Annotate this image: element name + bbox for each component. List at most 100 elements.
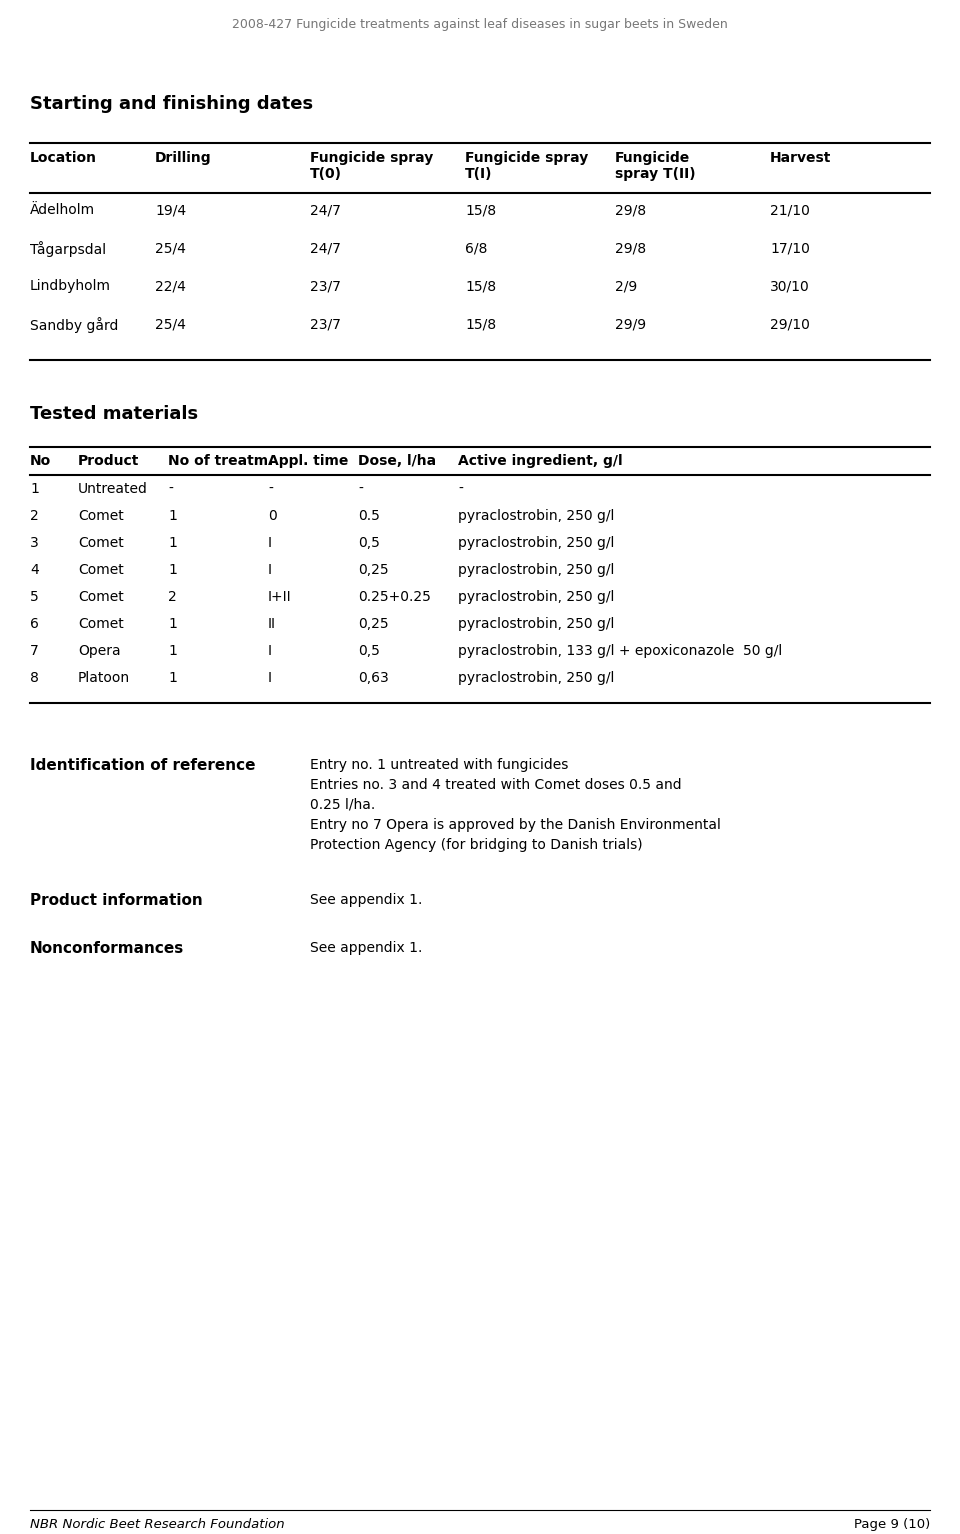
Text: 1: 1 (168, 535, 177, 551)
Text: 0: 0 (268, 509, 276, 523)
Text: 29/8: 29/8 (615, 202, 646, 216)
Text: I+II: I+II (268, 591, 292, 604)
Text: Tågarpsdal: Tågarpsdal (30, 241, 107, 258)
Text: Identification of reference: Identification of reference (30, 758, 255, 773)
Text: No: No (30, 454, 51, 468)
Text: pyraclostrobin, 250 g/l: pyraclostrobin, 250 g/l (458, 563, 614, 577)
Text: -: - (358, 482, 363, 495)
Text: 5: 5 (30, 591, 38, 604)
Text: Tested materials: Tested materials (30, 405, 198, 423)
Text: T(0): T(0) (310, 167, 342, 181)
Text: 15/8: 15/8 (465, 279, 496, 293)
Text: 25/4: 25/4 (155, 241, 186, 255)
Text: Fungicide spray: Fungicide spray (465, 150, 588, 166)
Text: 1: 1 (168, 563, 177, 577)
Text: 0,63: 0,63 (358, 670, 389, 686)
Text: Nonconformances: Nonconformances (30, 940, 184, 956)
Text: 15/8: 15/8 (465, 202, 496, 216)
Text: 17/10: 17/10 (770, 241, 810, 255)
Text: Ädelholm: Ädelholm (30, 202, 95, 216)
Text: See appendix 1.: See appendix 1. (310, 940, 422, 956)
Text: I: I (268, 563, 272, 577)
Text: 0,25: 0,25 (358, 563, 389, 577)
Text: 25/4: 25/4 (155, 318, 186, 331)
Text: Fungicide spray: Fungicide spray (310, 150, 433, 166)
Text: Platoon: Platoon (78, 670, 131, 686)
Text: -: - (458, 482, 463, 495)
Text: Sandby gård: Sandby gård (30, 318, 118, 333)
Text: I: I (268, 670, 272, 686)
Text: 2: 2 (30, 509, 38, 523)
Text: 29/9: 29/9 (615, 318, 646, 331)
Text: Starting and finishing dates: Starting and finishing dates (30, 95, 313, 114)
Text: 29/10: 29/10 (770, 318, 810, 331)
Text: Drilling: Drilling (155, 150, 211, 166)
Text: 2008-427 Fungicide treatments against leaf diseases in sugar beets in Sweden: 2008-427 Fungicide treatments against le… (232, 18, 728, 31)
Text: 29/8: 29/8 (615, 241, 646, 255)
Text: II: II (268, 617, 276, 630)
Text: Dose, l/ha: Dose, l/ha (358, 454, 436, 468)
Text: I: I (268, 644, 272, 658)
Text: 0.25+0.25: 0.25+0.25 (358, 591, 431, 604)
Text: -: - (168, 482, 173, 495)
Text: 1: 1 (168, 509, 177, 523)
Text: Fungicide: Fungicide (615, 150, 690, 166)
Text: 8: 8 (30, 670, 38, 686)
Text: 30/10: 30/10 (770, 279, 809, 293)
Text: NBR Nordic Beet Research Foundation: NBR Nordic Beet Research Foundation (30, 1519, 284, 1531)
Text: Comet: Comet (78, 563, 124, 577)
Text: 3: 3 (30, 535, 38, 551)
Text: pyraclostrobin, 133 g/l + epoxiconazole  50 g/l: pyraclostrobin, 133 g/l + epoxiconazole … (458, 644, 782, 658)
Text: Harvest: Harvest (770, 150, 831, 166)
Text: 24/7: 24/7 (310, 202, 341, 216)
Text: -: - (268, 482, 273, 495)
Text: 22/4: 22/4 (155, 279, 186, 293)
Text: 4: 4 (30, 563, 38, 577)
Text: Page 9 (10): Page 9 (10) (853, 1519, 930, 1531)
Text: Comet: Comet (78, 617, 124, 630)
Text: Comet: Comet (78, 535, 124, 551)
Text: 1: 1 (168, 644, 177, 658)
Text: Protection Agency (for bridging to Danish trials): Protection Agency (for bridging to Danis… (310, 838, 642, 851)
Text: Entry no 7 Opera is approved by the Danish Environmental: Entry no 7 Opera is approved by the Dani… (310, 818, 721, 831)
Text: pyraclostrobin, 250 g/l: pyraclostrobin, 250 g/l (458, 535, 614, 551)
Text: Product: Product (78, 454, 139, 468)
Text: pyraclostrobin, 250 g/l: pyraclostrobin, 250 g/l (458, 509, 614, 523)
Text: See appendix 1.: See appendix 1. (310, 893, 422, 907)
Text: Entries no. 3 and 4 treated with Comet doses 0.5 and: Entries no. 3 and 4 treated with Comet d… (310, 778, 682, 792)
Text: Lindbyholm: Lindbyholm (30, 279, 111, 293)
Text: Product information: Product information (30, 893, 203, 908)
Text: 0,25: 0,25 (358, 617, 389, 630)
Text: Appl. time: Appl. time (268, 454, 348, 468)
Text: 7: 7 (30, 644, 38, 658)
Text: 0.5: 0.5 (358, 509, 380, 523)
Text: Untreated: Untreated (78, 482, 148, 495)
Text: 6: 6 (30, 617, 38, 630)
Text: Comet: Comet (78, 591, 124, 604)
Text: 0,5: 0,5 (358, 535, 380, 551)
Text: pyraclostrobin, 250 g/l: pyraclostrobin, 250 g/l (458, 591, 614, 604)
Text: Comet: Comet (78, 509, 124, 523)
Text: 24/7: 24/7 (310, 241, 341, 255)
Text: 1: 1 (30, 482, 38, 495)
Text: pyraclostrobin, 250 g/l: pyraclostrobin, 250 g/l (458, 617, 614, 630)
Text: 2/9: 2/9 (615, 279, 637, 293)
Text: 15/8: 15/8 (465, 318, 496, 331)
Text: Location: Location (30, 150, 97, 166)
Text: I: I (268, 535, 272, 551)
Text: Active ingredient, g/l: Active ingredient, g/l (458, 454, 623, 468)
Text: spray T(II): spray T(II) (615, 167, 696, 181)
Text: pyraclostrobin, 250 g/l: pyraclostrobin, 250 g/l (458, 670, 614, 686)
Text: T(I): T(I) (465, 167, 492, 181)
Text: 23/7: 23/7 (310, 279, 341, 293)
Text: 1: 1 (168, 617, 177, 630)
Text: 23/7: 23/7 (310, 318, 341, 331)
Text: 0.25 l/ha.: 0.25 l/ha. (310, 798, 375, 811)
Text: No of treatm.: No of treatm. (168, 454, 274, 468)
Text: 19/4: 19/4 (155, 202, 186, 216)
Text: 2: 2 (168, 591, 177, 604)
Text: 0,5: 0,5 (358, 644, 380, 658)
Text: Opera: Opera (78, 644, 121, 658)
Text: 6/8: 6/8 (465, 241, 488, 255)
Text: 1: 1 (168, 670, 177, 686)
